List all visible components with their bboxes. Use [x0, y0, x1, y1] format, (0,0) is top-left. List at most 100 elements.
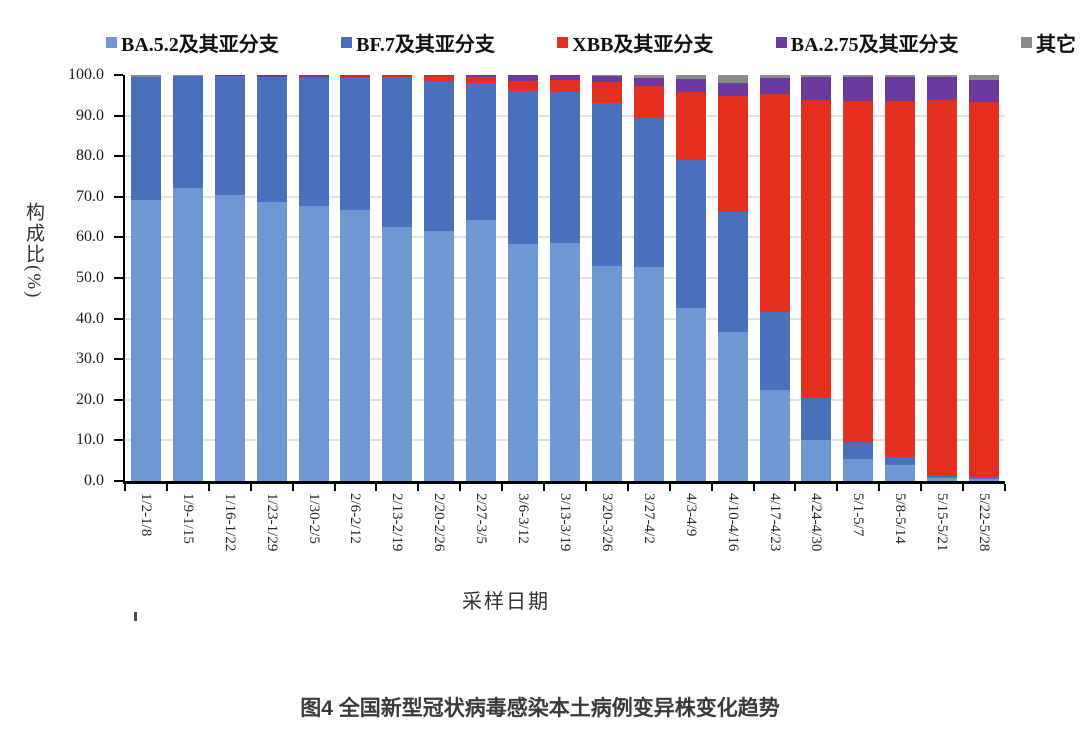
bar-slot: [586, 75, 628, 481]
x-category-label: 5/8-5/14: [892, 493, 909, 544]
bar-segment: [759, 390, 790, 481]
bar-slot: [879, 75, 921, 481]
bar-segment: [550, 92, 581, 243]
bar-segment: [550, 242, 581, 481]
bar-slot: [754, 75, 796, 481]
y-axis-title: 构成比(%): [23, 202, 44, 300]
x-category-label: 1/16-1/22: [221, 493, 238, 552]
bar-slot: [335, 75, 377, 481]
bar-segment: [130, 199, 161, 481]
bar-segment: [591, 265, 622, 481]
legend-label: BF.7及其亚分支: [356, 34, 495, 56]
x-category-label: 2/6-2/12: [347, 493, 364, 544]
bar-segment: [675, 159, 706, 309]
bar-segment: [633, 85, 664, 119]
bar-slot: [209, 75, 251, 481]
bar-slot: [502, 75, 544, 481]
bar-segment: [927, 476, 958, 479]
y-tick-mark: [114, 317, 123, 320]
bar-segment: [801, 398, 832, 440]
bar-segment: [885, 101, 916, 457]
x-category-label: 4/10-4/16: [724, 493, 741, 552]
bar-slot: [963, 75, 1005, 481]
bar-slot: [837, 75, 879, 481]
stacked-bar: [801, 75, 832, 481]
bar-segment: [843, 101, 874, 443]
bar-segment: [466, 75, 497, 77]
legend-swatch-icon: [1020, 37, 1032, 48]
bar-segment: [843, 442, 874, 459]
y-tick-mark: [114, 480, 123, 482]
x-category-label: 3/27-4/2: [640, 493, 657, 544]
bar-segment: [675, 308, 706, 481]
x-tick-mark: [752, 484, 755, 491]
bar-segment: [633, 78, 664, 86]
bar-segment: [214, 195, 245, 481]
x-category-label: 2/13-2/19: [389, 493, 406, 552]
bar-segment: [885, 77, 916, 102]
x-tick-mark: [459, 484, 462, 491]
stacked-bar: [508, 75, 539, 481]
bar-segment: [340, 77, 371, 211]
stacked-bar: [550, 75, 581, 481]
x-tick-mark: [836, 484, 839, 491]
bar-slot: [796, 75, 838, 481]
legend-item: BA.5.2及其亚分支: [106, 28, 279, 57]
bar-segment: [927, 100, 958, 477]
x-tick-mark: [165, 484, 168, 491]
bar-segment: [382, 75, 413, 78]
x-tick-mark: [543, 484, 546, 491]
bar-segment: [675, 92, 706, 160]
bar-segment: [717, 332, 748, 481]
bar-segment: [466, 76, 497, 84]
bar-segment: [633, 75, 664, 79]
legend-item: 其它: [1020, 28, 1076, 57]
x-tick-mark: [920, 484, 923, 491]
bar-segment: [256, 75, 287, 78]
legend-item: BF.7及其亚分支: [341, 28, 495, 57]
x-tick-mark: [417, 484, 420, 491]
bar-slot: [376, 75, 418, 481]
bar-segment: [675, 75, 706, 79]
legend-swatch-icon: [341, 37, 353, 48]
bar-segment: [424, 75, 455, 77]
bar-segment: [759, 78, 790, 94]
bar-segment: [843, 76, 874, 102]
bar-slot: [293, 75, 335, 481]
bar-segment: [717, 75, 748, 83]
bar-segment: [298, 205, 329, 481]
bar-segment: [885, 456, 916, 466]
bar-segment: [130, 75, 161, 78]
x-category-label: 3/13-3/19: [557, 493, 573, 552]
bar-segment: [508, 244, 539, 481]
bar-segment: [256, 77, 287, 202]
stacked-bar: [466, 75, 497, 481]
stacked-bar: [885, 75, 916, 481]
bar-segment: [969, 75, 1000, 80]
bar-segment: [801, 75, 832, 77]
y-tick-label: 10.0: [76, 431, 104, 449]
y-tick-mark: [114, 358, 123, 361]
legend-item: XBB及其亚分支: [557, 28, 713, 57]
stacked-bar: [298, 75, 329, 481]
x-tick-mark: [626, 484, 629, 491]
x-tick-mark: [794, 484, 797, 491]
y-tick-label: 100.0: [68, 66, 104, 83]
bar-segment: [843, 458, 874, 481]
stacked-bar: [927, 75, 958, 481]
legend-swatch-icon: [557, 37, 569, 48]
stacked-bar: [256, 75, 287, 481]
bar-segment: [340, 210, 371, 481]
stacked-bar: [717, 75, 748, 481]
y-tick-mark: [114, 114, 123, 117]
bar-segment: [885, 75, 916, 78]
bar-segment: [801, 76, 832, 101]
bar-segment: [927, 478, 958, 481]
bar-segment: [550, 80, 581, 93]
y-tick-mark: [114, 277, 123, 279]
bar-segment: [633, 266, 664, 481]
y-tick-label: 20.0: [76, 390, 104, 408]
bar-segment: [717, 82, 748, 97]
stacked-bar: [843, 75, 874, 481]
bar-slot: [460, 75, 502, 481]
